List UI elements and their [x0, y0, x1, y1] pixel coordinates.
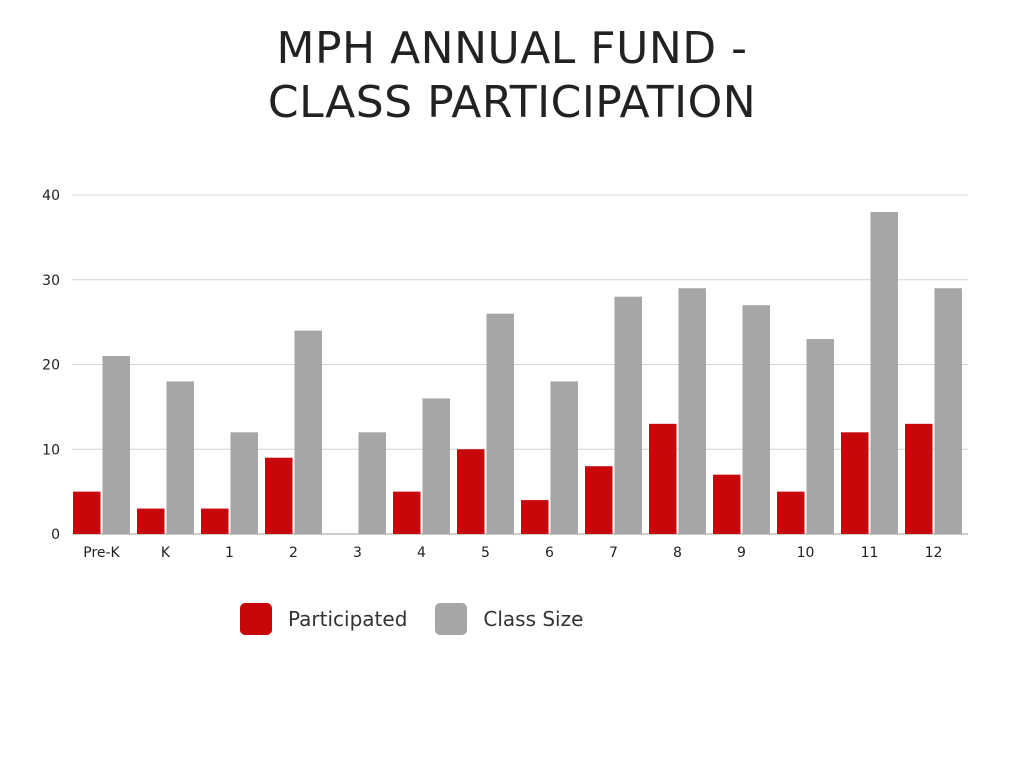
bar-class-size-10 — [806, 339, 834, 534]
legend: Participated Class Size — [240, 603, 611, 635]
y-tick-label: 0 — [51, 527, 60, 543]
x-tick-label: 3 — [353, 545, 362, 561]
x-tick-label: Pre-K — [83, 545, 120, 561]
x-tick-label: 8 — [673, 545, 682, 561]
legend-swatch-participated — [240, 603, 272, 635]
bar-class-size-8 — [678, 288, 706, 534]
y-tick-label: 30 — [42, 273, 60, 289]
chart-title: MPH ANNUAL FUND - CLASS PARTICIPATION — [0, 22, 1024, 130]
legend-item-class-size: Class Size — [435, 603, 583, 635]
x-tick-label: 11 — [861, 545, 879, 561]
bar-participated-12 — [905, 423, 933, 534]
x-tick-label: 7 — [609, 545, 618, 561]
bar-participated-2 — [265, 457, 293, 534]
bar-class-size-11 — [870, 211, 898, 534]
x-axis-ticks: Pre-K K 1 2 3 4 5 6 7 8 9 10 11 12 — [83, 545, 942, 561]
bar-participated-4 — [393, 491, 421, 534]
bar-participated-8 — [649, 423, 677, 534]
bar-participated-7 — [585, 466, 613, 534]
bar-class-size-7 — [614, 296, 642, 534]
x-tick-label: 2 — [289, 545, 298, 561]
bar-class-size-6 — [550, 381, 578, 534]
bar-class-size-2 — [294, 330, 322, 534]
x-tick-label: 10 — [797, 545, 815, 561]
bar-class-size-3 — [358, 432, 386, 534]
bars — [73, 211, 962, 534]
x-tick-label: K — [161, 545, 171, 561]
bar-class-size-pre-k — [102, 356, 130, 534]
x-tick-label: 5 — [481, 545, 490, 561]
y-axis-ticks: 0 10 20 30 40 — [42, 188, 60, 543]
x-tick-label: 6 — [545, 545, 554, 561]
bar-participated-1 — [201, 508, 229, 534]
bar-participated-10 — [777, 491, 805, 534]
x-tick-label: 4 — [417, 545, 426, 561]
y-tick-label: 20 — [42, 358, 60, 374]
x-tick-label: 12 — [925, 545, 943, 561]
bar-participated-9 — [713, 474, 741, 534]
bar-participated-k — [137, 508, 165, 534]
bar-participated-pre-k — [73, 491, 101, 534]
chart-title-line-1: MPH ANNUAL FUND - — [276, 23, 748, 74]
bar-class-size-9 — [742, 305, 770, 534]
bar-class-size-1 — [230, 432, 258, 534]
bar-class-size-5 — [486, 313, 514, 534]
legend-label-participated: Participated — [288, 607, 408, 631]
legend-item-participated: Participated — [240, 603, 407, 635]
bar-participated-5 — [457, 449, 485, 534]
x-tick-label: 1 — [225, 545, 234, 561]
y-tick-label: 40 — [42, 188, 60, 204]
chart-title-line-2: CLASS PARTICIPATION — [267, 77, 757, 128]
y-tick-label: 10 — [42, 442, 60, 458]
legend-label-class-size: Class Size — [483, 607, 584, 631]
bar-class-size-k — [166, 381, 194, 534]
bar-participated-11 — [841, 432, 869, 534]
bar-participated-6 — [521, 500, 549, 534]
legend-swatch-class-size — [435, 603, 468, 635]
bar-class-size-12 — [934, 288, 962, 534]
bar-class-size-4 — [422, 398, 450, 534]
x-tick-label: 9 — [737, 545, 746, 561]
